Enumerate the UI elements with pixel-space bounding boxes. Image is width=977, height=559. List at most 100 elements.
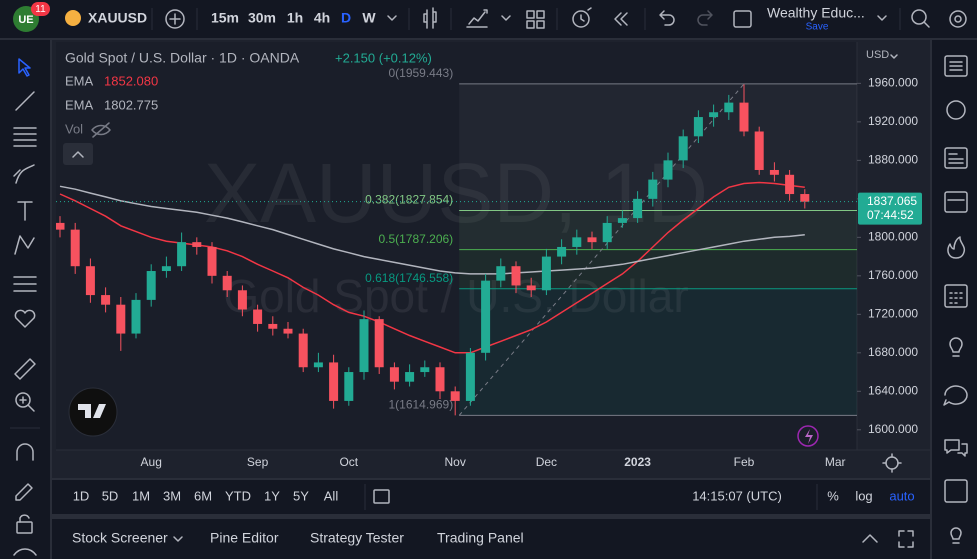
currency-chevron[interactable] — [890, 54, 898, 59]
tradingview-mark — [78, 404, 106, 418]
maximize-panel-icon[interactable] — [898, 530, 914, 548]
fullscreen-icon[interactable] — [733, 10, 752, 28]
candle-body — [222, 275, 232, 291]
line-tool[interactable] — [15, 91, 35, 111]
scale-option[interactable]: log — [855, 488, 872, 503]
symbol[interactable]: XAUUSD — [88, 10, 147, 26]
calendar-grid-dots — [949, 292, 963, 304]
pattern-tool[interactable] — [14, 235, 35, 255]
chat-icon[interactable] — [943, 385, 968, 406]
layouts-icon[interactable] — [526, 10, 535, 19]
candle-body — [56, 222, 65, 230]
candle-body — [587, 237, 597, 243]
range-button[interactable]: 6M — [194, 488, 212, 503]
news-icon[interactable] — [944, 147, 968, 169]
panel-tab[interactable]: Stock Screener — [72, 530, 168, 546]
ideas-icon[interactable] — [949, 337, 963, 357]
collapse-legend-button[interactable] — [63, 143, 93, 165]
clock[interactable]: 14:15:07 (UTC) — [692, 488, 782, 503]
candle-body — [648, 179, 658, 199]
notifications-icon[interactable] — [944, 479, 968, 503]
goto-date-icon[interactable] — [373, 489, 390, 504]
candle-body — [739, 102, 749, 132]
visibility-tool[interactable] — [13, 548, 37, 556]
alerts-icon[interactable] — [946, 100, 966, 120]
favorites-tool[interactable] — [14, 309, 36, 328]
replay-icon[interactable] — [614, 12, 628, 26]
fib-tool[interactable] — [13, 127, 37, 147]
candle-body — [511, 266, 521, 286]
candle-body — [116, 304, 126, 334]
interval-button[interactable]: 15m — [211, 10, 239, 26]
range-button[interactable]: All — [324, 488, 339, 503]
lock-shackle — [19, 514, 30, 523]
candle-body — [405, 372, 415, 382]
help-icon[interactable] — [950, 527, 962, 544]
scale-option[interactable]: auto — [889, 488, 914, 503]
add-symbol-icon[interactable] — [165, 9, 185, 29]
indicators-chevron[interactable] — [501, 15, 511, 21]
save-label[interactable]: Save — [806, 22, 829, 33]
candle-body — [785, 174, 795, 195]
calendar-icon[interactable] — [944, 191, 968, 213]
range-button[interactable]: 5Y — [293, 488, 309, 503]
redo-icon[interactable] — [697, 10, 713, 26]
tradingview-logo[interactable] — [68, 387, 118, 437]
watchlist-icon[interactable] — [944, 55, 968, 77]
account-chevron[interactable] — [877, 15, 887, 21]
interval-button[interactable]: D — [341, 10, 351, 26]
zoom-tool[interactable] — [15, 392, 31, 408]
hotlists-icon[interactable] — [947, 236, 966, 259]
prediction-tool[interactable] — [13, 276, 37, 292]
interval-button[interactable]: 30m — [248, 10, 276, 26]
panel-tab[interactable]: Trading Panel — [437, 530, 524, 546]
range-button[interactable]: 5D — [102, 488, 119, 503]
x-tick-label: Mar — [825, 455, 846, 469]
fib-level-label: 0.5(1787.206) — [378, 232, 453, 246]
calendar-grid-icon[interactable] — [944, 284, 968, 308]
interval-button[interactable]: 1h — [287, 10, 303, 26]
candle-body — [344, 372, 354, 401]
settings-icon[interactable] — [949, 10, 967, 28]
ideas-flash-icon[interactable] — [797, 425, 819, 447]
range-button[interactable]: 3M — [163, 488, 181, 503]
text-tool[interactable] — [17, 201, 33, 221]
alert-icon[interactable] — [572, 10, 590, 28]
layouts-icon — [536, 20, 545, 29]
magnet-tool[interactable] — [16, 443, 34, 461]
interval-chevron[interactable] — [387, 15, 397, 21]
lock-draw-tool[interactable] — [15, 483, 33, 501]
search-icon[interactable] — [911, 9, 927, 25]
brush-tool[interactable] — [13, 164, 35, 184]
range-button[interactable]: 1Y — [264, 488, 280, 503]
fib-level-label: 0.618(1746.558) — [365, 271, 453, 285]
lock-tool[interactable] — [16, 521, 33, 534]
range-button[interactable]: YTD — [225, 488, 251, 503]
panel-tab[interactable]: Pine Editor — [210, 530, 279, 546]
range-button[interactable]: 1M — [132, 488, 150, 503]
expand-panel-icon[interactable] — [862, 534, 878, 543]
undo-icon[interactable] — [659, 10, 675, 26]
candle-body — [268, 323, 278, 329]
candle-body — [617, 218, 627, 223]
range-button[interactable]: 1D — [73, 488, 90, 503]
candle-body — [177, 242, 187, 267]
range-bar — [52, 480, 930, 514]
chart-type-icon[interactable] — [423, 7, 437, 29]
account-name[interactable]: Wealthy Educ... — [767, 5, 865, 21]
interval-button[interactable]: W — [362, 10, 376, 26]
watchlist-lines — [949, 61, 963, 71]
candle-body — [481, 280, 491, 353]
panel-tab[interactable]: Strategy Tester — [310, 530, 404, 546]
streams-icon[interactable] — [944, 439, 968, 457]
scale-option[interactable]: % — [827, 488, 839, 503]
hidden-eye-icon[interactable] — [91, 122, 111, 138]
screener-chevron[interactable] — [173, 536, 183, 542]
measure-tool[interactable] — [14, 358, 36, 380]
candle-body — [161, 266, 171, 272]
indicators-icon[interactable] — [466, 9, 488, 28]
interval-button[interactable]: 4h — [314, 10, 330, 26]
y-tick-label: 1680.000 — [868, 345, 918, 359]
cursor-tool[interactable] — [18, 58, 31, 77]
candle-body — [283, 328, 293, 334]
